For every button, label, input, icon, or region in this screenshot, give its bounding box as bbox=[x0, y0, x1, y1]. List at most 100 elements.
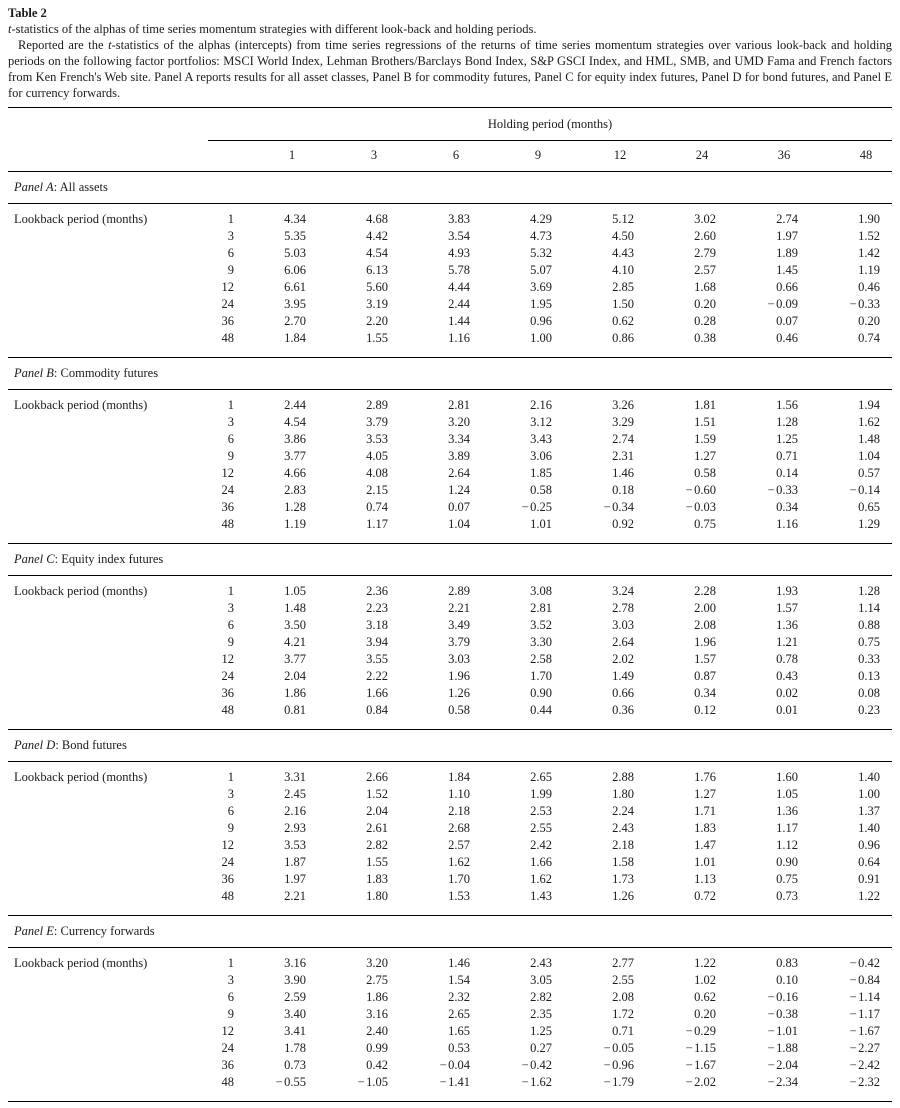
t-stat-value: −0.05 bbox=[603, 1041, 634, 1055]
t-stat-value: 5.07 bbox=[530, 263, 552, 277]
t-stat-value: 3.16 bbox=[284, 956, 306, 970]
t-stat-value: 1.78 bbox=[284, 1041, 306, 1055]
t-stat-value: 1.59 bbox=[694, 432, 716, 446]
t-stat-value: 1.01 bbox=[530, 517, 552, 531]
lookback-value: 24 bbox=[221, 855, 235, 869]
t-stat-value: 2.31 bbox=[612, 449, 634, 463]
t-stat-value: 2.21 bbox=[284, 889, 306, 903]
t-stat-value: 3.03 bbox=[448, 652, 470, 666]
t-stat-value: 2.57 bbox=[448, 838, 470, 852]
t-stat-value: −1.67 bbox=[685, 1058, 716, 1072]
data-row: 48 1.19 1.17 1.04 1.01 0.92 0.75 1.16 1.29 bbox=[8, 516, 892, 533]
lookback-value: 1 bbox=[227, 398, 234, 412]
lookback-value: 3 bbox=[227, 973, 234, 987]
lookback-value: 1 bbox=[227, 956, 234, 970]
lookback-value: 24 bbox=[221, 297, 235, 311]
t-stat-value: 0.34 bbox=[694, 686, 716, 700]
t-stat-value: 3.16 bbox=[366, 1007, 388, 1021]
t-stat-value: −1.41 bbox=[439, 1075, 470, 1089]
t-stat-value: 3.12 bbox=[530, 415, 552, 429]
panel-section: Panel E: Currency forwards Lookback perio… bbox=[8, 915, 892, 1101]
t-stat-value: −0.16 bbox=[767, 990, 798, 1004]
t-stat-value: 3.79 bbox=[366, 415, 388, 429]
t-stat-value: 2.18 bbox=[612, 838, 634, 852]
t-stat-value: 1.40 bbox=[858, 821, 880, 835]
t-stat-value: 0.20 bbox=[858, 314, 880, 328]
t-stat-value: 1.70 bbox=[448, 872, 470, 886]
holding-period-column-header: 36 bbox=[777, 148, 791, 162]
t-stat-value: −2.34 bbox=[767, 1075, 798, 1089]
data-row: 9 3.77 4.05 3.89 3.06 2.31 1.27 0.71 1.04 bbox=[8, 448, 892, 465]
t-stat-value: 1.90 bbox=[858, 212, 880, 226]
t-stat-value: 1.36 bbox=[776, 618, 798, 632]
t-stat-value: 2.02 bbox=[612, 652, 634, 666]
lookback-value: 9 bbox=[227, 449, 234, 463]
t-stat-value: 3.19 bbox=[366, 297, 388, 311]
lookback-value: 9 bbox=[227, 263, 234, 277]
data-row: 6 2.16 2.04 2.18 2.53 2.24 1.71 1.36 1.37 bbox=[8, 803, 892, 820]
data-row: 3 2.45 1.52 1.10 1.99 1.80 1.27 1.05 1.00 bbox=[8, 786, 892, 803]
lookback-value: 36 bbox=[221, 1058, 235, 1072]
t-stat-value: 6.06 bbox=[284, 263, 306, 277]
t-stat-value: 1.49 bbox=[612, 669, 634, 683]
t-stat-value: 1.53 bbox=[448, 889, 470, 903]
header-spacer bbox=[8, 108, 208, 140]
t-stat-value: 2.53 bbox=[530, 804, 552, 818]
t-stat-value: 2.88 bbox=[612, 770, 634, 784]
t-stat-value: −0.25 bbox=[521, 500, 552, 514]
t-stat-value: 2.00 bbox=[694, 601, 716, 615]
t-stat-value: 1.28 bbox=[284, 500, 306, 514]
t-stat-value: 0.86 bbox=[612, 331, 634, 345]
holding-period-label: Holding period (months) bbox=[487, 116, 613, 131]
t-stat-value: 3.55 bbox=[366, 652, 388, 666]
panel-label: Panel C: Equity index futures bbox=[8, 544, 892, 576]
t-stat-value: 2.04 bbox=[284, 669, 306, 683]
holding-period-column-header: 12 bbox=[613, 148, 627, 162]
t-stat-value: 5.12 bbox=[612, 212, 634, 226]
t-stat-value: 0.44 bbox=[530, 703, 552, 717]
t-stat-value: 2.59 bbox=[284, 990, 306, 1004]
t-stat-value: 2.35 bbox=[530, 1007, 552, 1021]
data-row: Lookback period (months) 1 3.16 3.20 1.46 2.4… bbox=[8, 955, 892, 972]
t-stat-value: 1.43 bbox=[530, 889, 552, 903]
t-stat-value: 3.54 bbox=[448, 229, 470, 243]
panel-name: Panel E bbox=[14, 924, 54, 938]
t-stat-value: 1.83 bbox=[694, 821, 716, 835]
t-stat-value: 0.07 bbox=[776, 314, 798, 328]
t-stat-value: 0.58 bbox=[694, 466, 716, 480]
t-stat-value: 0.07 bbox=[448, 500, 470, 514]
t-stat-value: 3.02 bbox=[694, 212, 716, 226]
t-stat-value: 1.05 bbox=[776, 787, 798, 801]
t-stat-value: 1.26 bbox=[612, 889, 634, 903]
panel-rows: Lookback period (months) 1 3.31 2.66 1.84 2.6… bbox=[8, 762, 892, 915]
t-stat-value: 1.86 bbox=[366, 990, 388, 1004]
t-stat-value: 1.46 bbox=[448, 956, 470, 970]
t-stat-value: 2.65 bbox=[448, 1007, 470, 1021]
t-stat-value: 3.53 bbox=[366, 432, 388, 446]
t-stat-value: 3.77 bbox=[284, 652, 306, 666]
t-stat-value: 3.95 bbox=[284, 297, 306, 311]
t-stat-value: 2.08 bbox=[694, 618, 716, 632]
t-stat-value: −0.09 bbox=[767, 297, 798, 311]
t-stat-value: 2.82 bbox=[366, 838, 388, 852]
t-stat-value: 1.76 bbox=[694, 770, 716, 784]
t-stat-value: 1.81 bbox=[694, 398, 716, 412]
t-stat-value: 4.08 bbox=[366, 466, 388, 480]
panel-section: Panel D: Bond futures Lookback period (mo… bbox=[8, 729, 892, 915]
t-stat-value: 0.42 bbox=[366, 1058, 388, 1072]
t-stat-value: 1.89 bbox=[776, 246, 798, 260]
data-row: 36 2.70 2.20 1.44 0.96 0.62 0.28 0.07 0.20 bbox=[8, 313, 892, 330]
t-stat-value: 0.96 bbox=[858, 838, 880, 852]
t-stat-value: 2.04 bbox=[366, 804, 388, 818]
t-stat-value: −1.14 bbox=[849, 990, 880, 1004]
lookback-value: 36 bbox=[221, 500, 235, 514]
t-stat-value: 3.24 bbox=[612, 584, 634, 598]
lookback-value: 48 bbox=[221, 331, 235, 345]
panel-section: Panel C: Equity index futures Lookback pe… bbox=[8, 543, 892, 729]
t-stat-value: 0.74 bbox=[366, 500, 388, 514]
t-stat-value: 2.36 bbox=[366, 584, 388, 598]
t-stat-value: −2.32 bbox=[849, 1075, 880, 1089]
t-stat-value: 2.89 bbox=[366, 398, 388, 412]
t-stat-value: 0.62 bbox=[612, 314, 634, 328]
t-stat-value: 0.64 bbox=[858, 855, 880, 869]
